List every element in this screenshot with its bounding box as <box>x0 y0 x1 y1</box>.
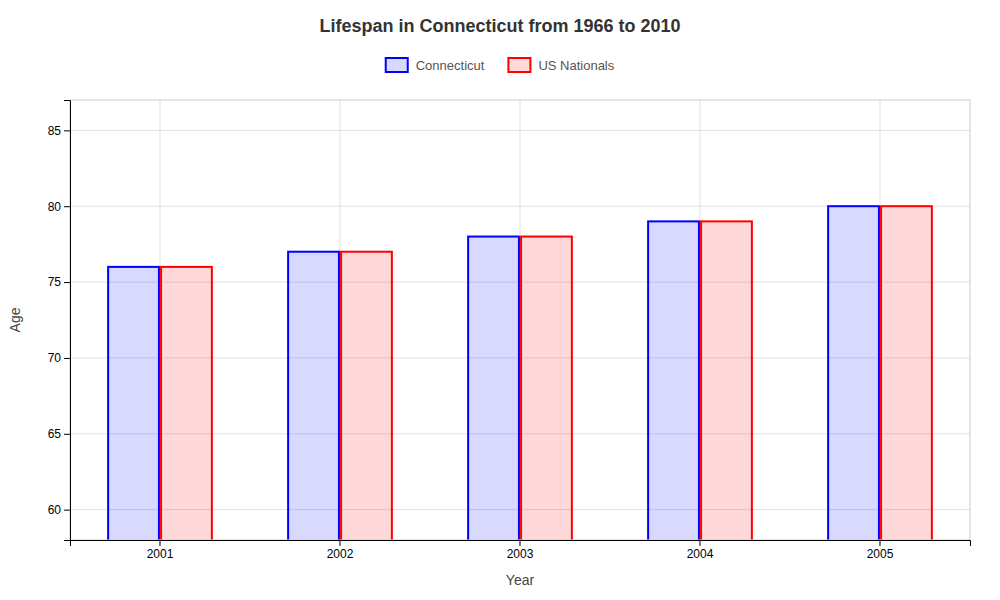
legend: Connecticut US Nationals <box>386 58 615 73</box>
chart-svg: 2001 2002 2003 2004 2005 60 65 70 75 80 85 Year Age L… <box>0 0 1000 600</box>
y-tick-mark <box>64 130 70 131</box>
bar <box>828 206 879 540</box>
x-tick-mark <box>700 540 701 546</box>
legend-item: US Nationals <box>508 58 614 73</box>
legend-item: Connecticut <box>386 58 485 73</box>
bar <box>881 206 932 540</box>
bar <box>341 252 392 540</box>
y-axis-title: Age <box>7 307 23 332</box>
legend-swatch <box>386 58 408 72</box>
bar <box>161 267 212 540</box>
y-tick-label: 60 <box>48 503 62 517</box>
x-tick: 2001 <box>147 540 174 561</box>
y-tick-label: 70 <box>48 351 62 365</box>
y-tick-mark <box>64 282 70 283</box>
chart-container: 2001 2002 2003 2004 2005 60 65 70 75 80 85 Year Age L… <box>0 0 1000 600</box>
x-tick-label: 2002 <box>327 547 354 561</box>
y-axis: 60 65 70 75 80 85 <box>48 101 71 541</box>
y-tick: 65 <box>48 427 70 441</box>
y-tick: 80 <box>48 200 70 214</box>
x-tick: 2005 <box>867 540 894 561</box>
y-tick: 75 <box>48 275 70 289</box>
y-tick-label: 80 <box>48 200 62 214</box>
y-tick: 85 <box>48 124 70 138</box>
x-axis: 2001 2002 2003 2004 2005 <box>71 540 971 561</box>
bar <box>468 237 519 540</box>
x-tick-label: 2003 <box>507 547 534 561</box>
x-tick-mark <box>520 540 521 546</box>
y-tick-mark <box>64 358 70 359</box>
legend-swatch <box>508 58 530 72</box>
chart-title: Lifespan in Connecticut from 1966 to 201… <box>319 16 680 36</box>
legend-label: Connecticut <box>416 58 485 73</box>
y-tick-label: 65 <box>48 427 62 441</box>
plot-frame <box>70 100 970 540</box>
bar <box>108 267 159 540</box>
y-tick-mark <box>64 434 70 435</box>
x-tick: 2004 <box>687 540 714 561</box>
bar <box>648 221 699 540</box>
y-tick: 60 <box>48 503 70 517</box>
x-tick-label: 2005 <box>867 547 894 561</box>
x-tick-mark <box>340 540 341 546</box>
plot: 2001 2002 2003 2004 2005 60 65 70 75 80 85 <box>48 100 971 600</box>
bar-series <box>161 206 932 540</box>
bar <box>701 221 752 540</box>
x-tick: 2003 <box>507 540 534 561</box>
x-axis-line <box>71 541 971 547</box>
y-tick-mark <box>64 206 70 207</box>
bar <box>288 252 339 540</box>
x-tick-label: 2004 <box>687 547 714 561</box>
x-tick: 2002 <box>327 540 354 561</box>
y-tick-label: 75 <box>48 275 62 289</box>
x-tick-label: 2001 <box>147 547 174 561</box>
y-tick-label: 85 <box>48 124 62 138</box>
y-tick: 70 <box>48 351 70 365</box>
x-axis-title: Year <box>506 572 535 588</box>
legend-label: US Nationals <box>538 58 614 73</box>
y-tick-mark <box>64 510 70 511</box>
y-axis-line <box>64 101 71 541</box>
x-tick-mark <box>160 540 161 546</box>
bar-series <box>108 206 879 540</box>
bar <box>521 237 572 540</box>
x-tick-mark <box>880 540 881 546</box>
bars <box>108 206 932 540</box>
